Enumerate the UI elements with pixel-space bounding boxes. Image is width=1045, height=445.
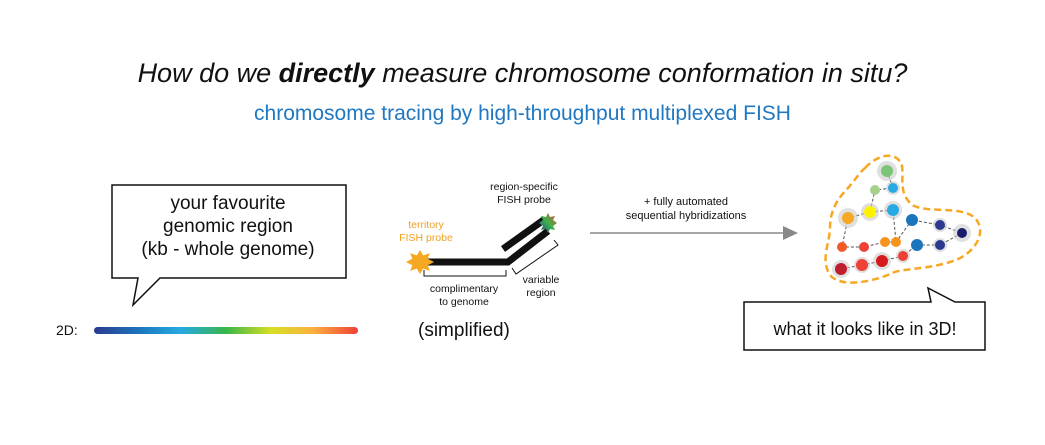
- bead: [888, 183, 898, 193]
- territory-probe-label: territory FISH probe: [399, 219, 453, 244]
- genomic-gradient-bar: [94, 327, 358, 334]
- bead: [859, 242, 869, 252]
- chromatin-beads: [832, 161, 971, 278]
- territory-outline: [824, 154, 982, 284]
- right-callout-text: what it looks like in 3D!: [773, 319, 957, 339]
- right-callout-bubble: [743, 286, 986, 351]
- region-probe-star: [539, 213, 557, 233]
- automation-label: + fully automated sequential hybridizati…: [625, 196, 747, 222]
- page-subtitle: chromosome tracing by high-throughput mu…: [254, 102, 791, 125]
- complimentary-label: complimentary to genome: [429, 283, 499, 308]
- bead: [906, 214, 918, 226]
- process-arrow-head: [783, 226, 798, 240]
- title-emphasis: directly: [278, 58, 375, 88]
- simplified-label: (simplified): [418, 320, 510, 341]
- label-2d: 2D:: [56, 322, 78, 338]
- bead: [876, 255, 888, 267]
- territory-probe-star: [405, 250, 435, 274]
- bead: [837, 242, 847, 252]
- bead: [935, 220, 945, 230]
- bead: [864, 206, 876, 218]
- variable-bracket: [511, 239, 559, 275]
- bead: [881, 165, 893, 177]
- complimentary-bracket: [423, 270, 507, 277]
- page-title: How do we directly measure chromosome co…: [137, 58, 908, 88]
- bead: [911, 239, 923, 251]
- variable-region-label: variable region: [522, 274, 560, 299]
- probe-genome-strand: [420, 228, 551, 266]
- left-callout-text: your favourite genomic region (kb - whol…: [141, 193, 315, 260]
- bead: [835, 263, 847, 275]
- bead: [935, 240, 945, 250]
- bead: [898, 251, 908, 261]
- bead: [870, 185, 880, 195]
- left-callout-bubble: [111, 184, 347, 308]
- bead: [880, 237, 890, 247]
- bead: [887, 204, 899, 216]
- bead: [842, 212, 854, 224]
- bead: [957, 228, 967, 238]
- probe-upper-strand: [500, 216, 548, 252]
- bead: [891, 237, 901, 247]
- bead: [856, 259, 868, 271]
- region-probe-label: region-specific FISH probe: [490, 181, 558, 206]
